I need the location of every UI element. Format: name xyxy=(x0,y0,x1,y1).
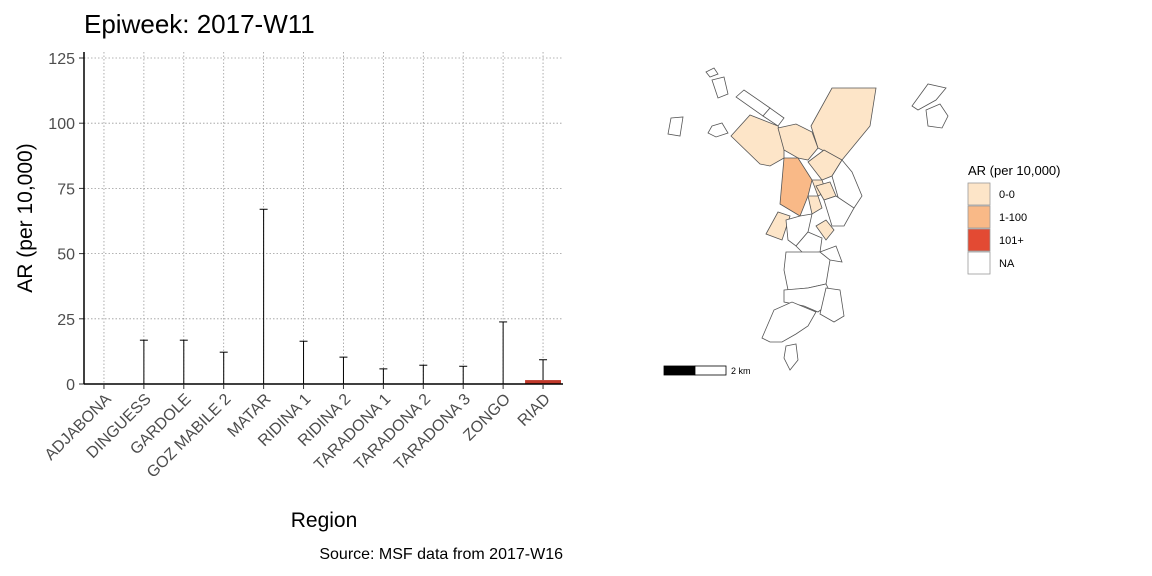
map-region xyxy=(707,122,729,138)
map-legend: AR (per 10,000) 0-0 1-100 101+ NA xyxy=(967,163,1061,275)
y-tick-label: 125 xyxy=(48,51,75,68)
map-region xyxy=(783,343,799,371)
y-axis-title: AR (per 10,000) xyxy=(14,143,37,292)
legend-label: NA xyxy=(999,258,1015,270)
y-tick-label: 0 xyxy=(66,377,75,394)
map-region xyxy=(819,245,843,263)
map-region xyxy=(819,287,845,323)
y-axis-ticks: 0 25 50 75 100 125 xyxy=(48,51,84,394)
map-region xyxy=(735,89,771,117)
y-tick-label: 25 xyxy=(57,312,75,329)
scale-bar-dark xyxy=(663,365,696,376)
scale-bar-label: 2 km xyxy=(731,366,751,376)
chart-caption: Source: MSF data from 2017-W16 xyxy=(319,546,563,563)
legend-swatch xyxy=(967,228,991,252)
map-region-0 xyxy=(777,123,819,161)
map-region-0 xyxy=(815,219,835,241)
bars xyxy=(525,380,562,384)
map-region-0 xyxy=(810,87,877,161)
map-region xyxy=(711,76,729,99)
x-axis-title: Region xyxy=(291,509,358,532)
legend-swatch xyxy=(967,182,991,206)
map-region xyxy=(667,116,684,137)
legend-swatch xyxy=(967,205,991,229)
map-region xyxy=(705,67,719,78)
map-region-0 xyxy=(765,211,791,241)
legend-label: 101+ xyxy=(999,235,1024,247)
legend-title: AR (per 10,000) xyxy=(968,163,1061,178)
bar xyxy=(525,380,562,384)
y-tick-label: 100 xyxy=(48,116,75,133)
legend-swatch xyxy=(967,251,991,275)
map-region-1-100 xyxy=(779,157,813,217)
y-tick-label: 75 xyxy=(57,181,75,198)
legend-label: 0-0 xyxy=(999,189,1015,201)
legend-label: 1-100 xyxy=(999,212,1027,224)
map-region xyxy=(761,301,817,343)
map-region xyxy=(823,195,855,227)
error-bars xyxy=(139,208,548,384)
y-tick-label: 50 xyxy=(57,247,75,264)
region-map xyxy=(667,67,949,371)
map-region xyxy=(762,107,785,127)
gridlines xyxy=(84,52,563,385)
map-region xyxy=(925,103,949,129)
bar-chart: Epiweek: 2017-W11 0 25 50 75 100 125 ADJABONA… xyxy=(14,9,563,563)
scale-bar-light xyxy=(694,365,727,376)
scale-bar: 2 km xyxy=(663,365,751,376)
map-region xyxy=(911,83,947,111)
map-region-0 xyxy=(807,195,823,215)
chart-title: Epiweek: 2017-W11 xyxy=(84,9,315,39)
x-tick-label: RIAD xyxy=(515,391,554,430)
